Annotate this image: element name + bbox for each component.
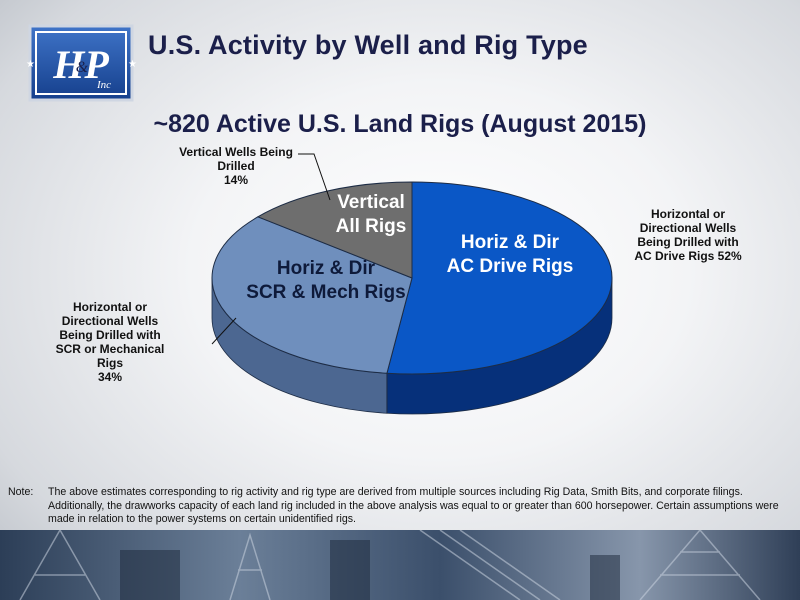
- svg-text:Inc: Inc: [96, 79, 111, 91]
- callout-leader-2: [298, 153, 331, 201]
- svg-text:HP: HP: [52, 42, 109, 87]
- svg-text:★: ★: [128, 59, 137, 70]
- pie-chart: Horiz & Dir AC Drive Rigs Horiz & Dir SCR &…: [56, 145, 742, 415]
- slice-label-2: Vertical All Rigs: [336, 192, 407, 237]
- pie-slice-0: [386, 181, 613, 375]
- pie-slice-1: [211, 216, 413, 374]
- slice-label-0: Horiz & Dir AC Drive Rigs: [447, 232, 574, 277]
- chart-title: ~820 Active U.S. Land Rigs (August 2015): [153, 110, 647, 138]
- svg-text:★: ★: [26, 59, 35, 70]
- note-text: The above estimates corresponding to rig…: [48, 486, 779, 525]
- photo-strip: [0, 530, 800, 600]
- callout-label-1: Horizontal or Directional Wells Being Dril…: [56, 300, 165, 384]
- callout-leader-1: [211, 317, 237, 345]
- page-title: U.S. Activity by Well and Rig Type: [148, 30, 588, 60]
- company-logo: HP & Inc ★ ★: [26, 24, 137, 102]
- note-label: Note:: [8, 486, 34, 498]
- callout-label-0: Horizontal or Directional Wells Being Dril…: [634, 207, 742, 263]
- slice-label-1: Horiz & Dir SCR & Mech Rigs: [246, 258, 405, 303]
- callout-label-2: Vertical Wells Being Drilled 14%: [179, 145, 293, 187]
- svg-text:&: &: [76, 59, 89, 76]
